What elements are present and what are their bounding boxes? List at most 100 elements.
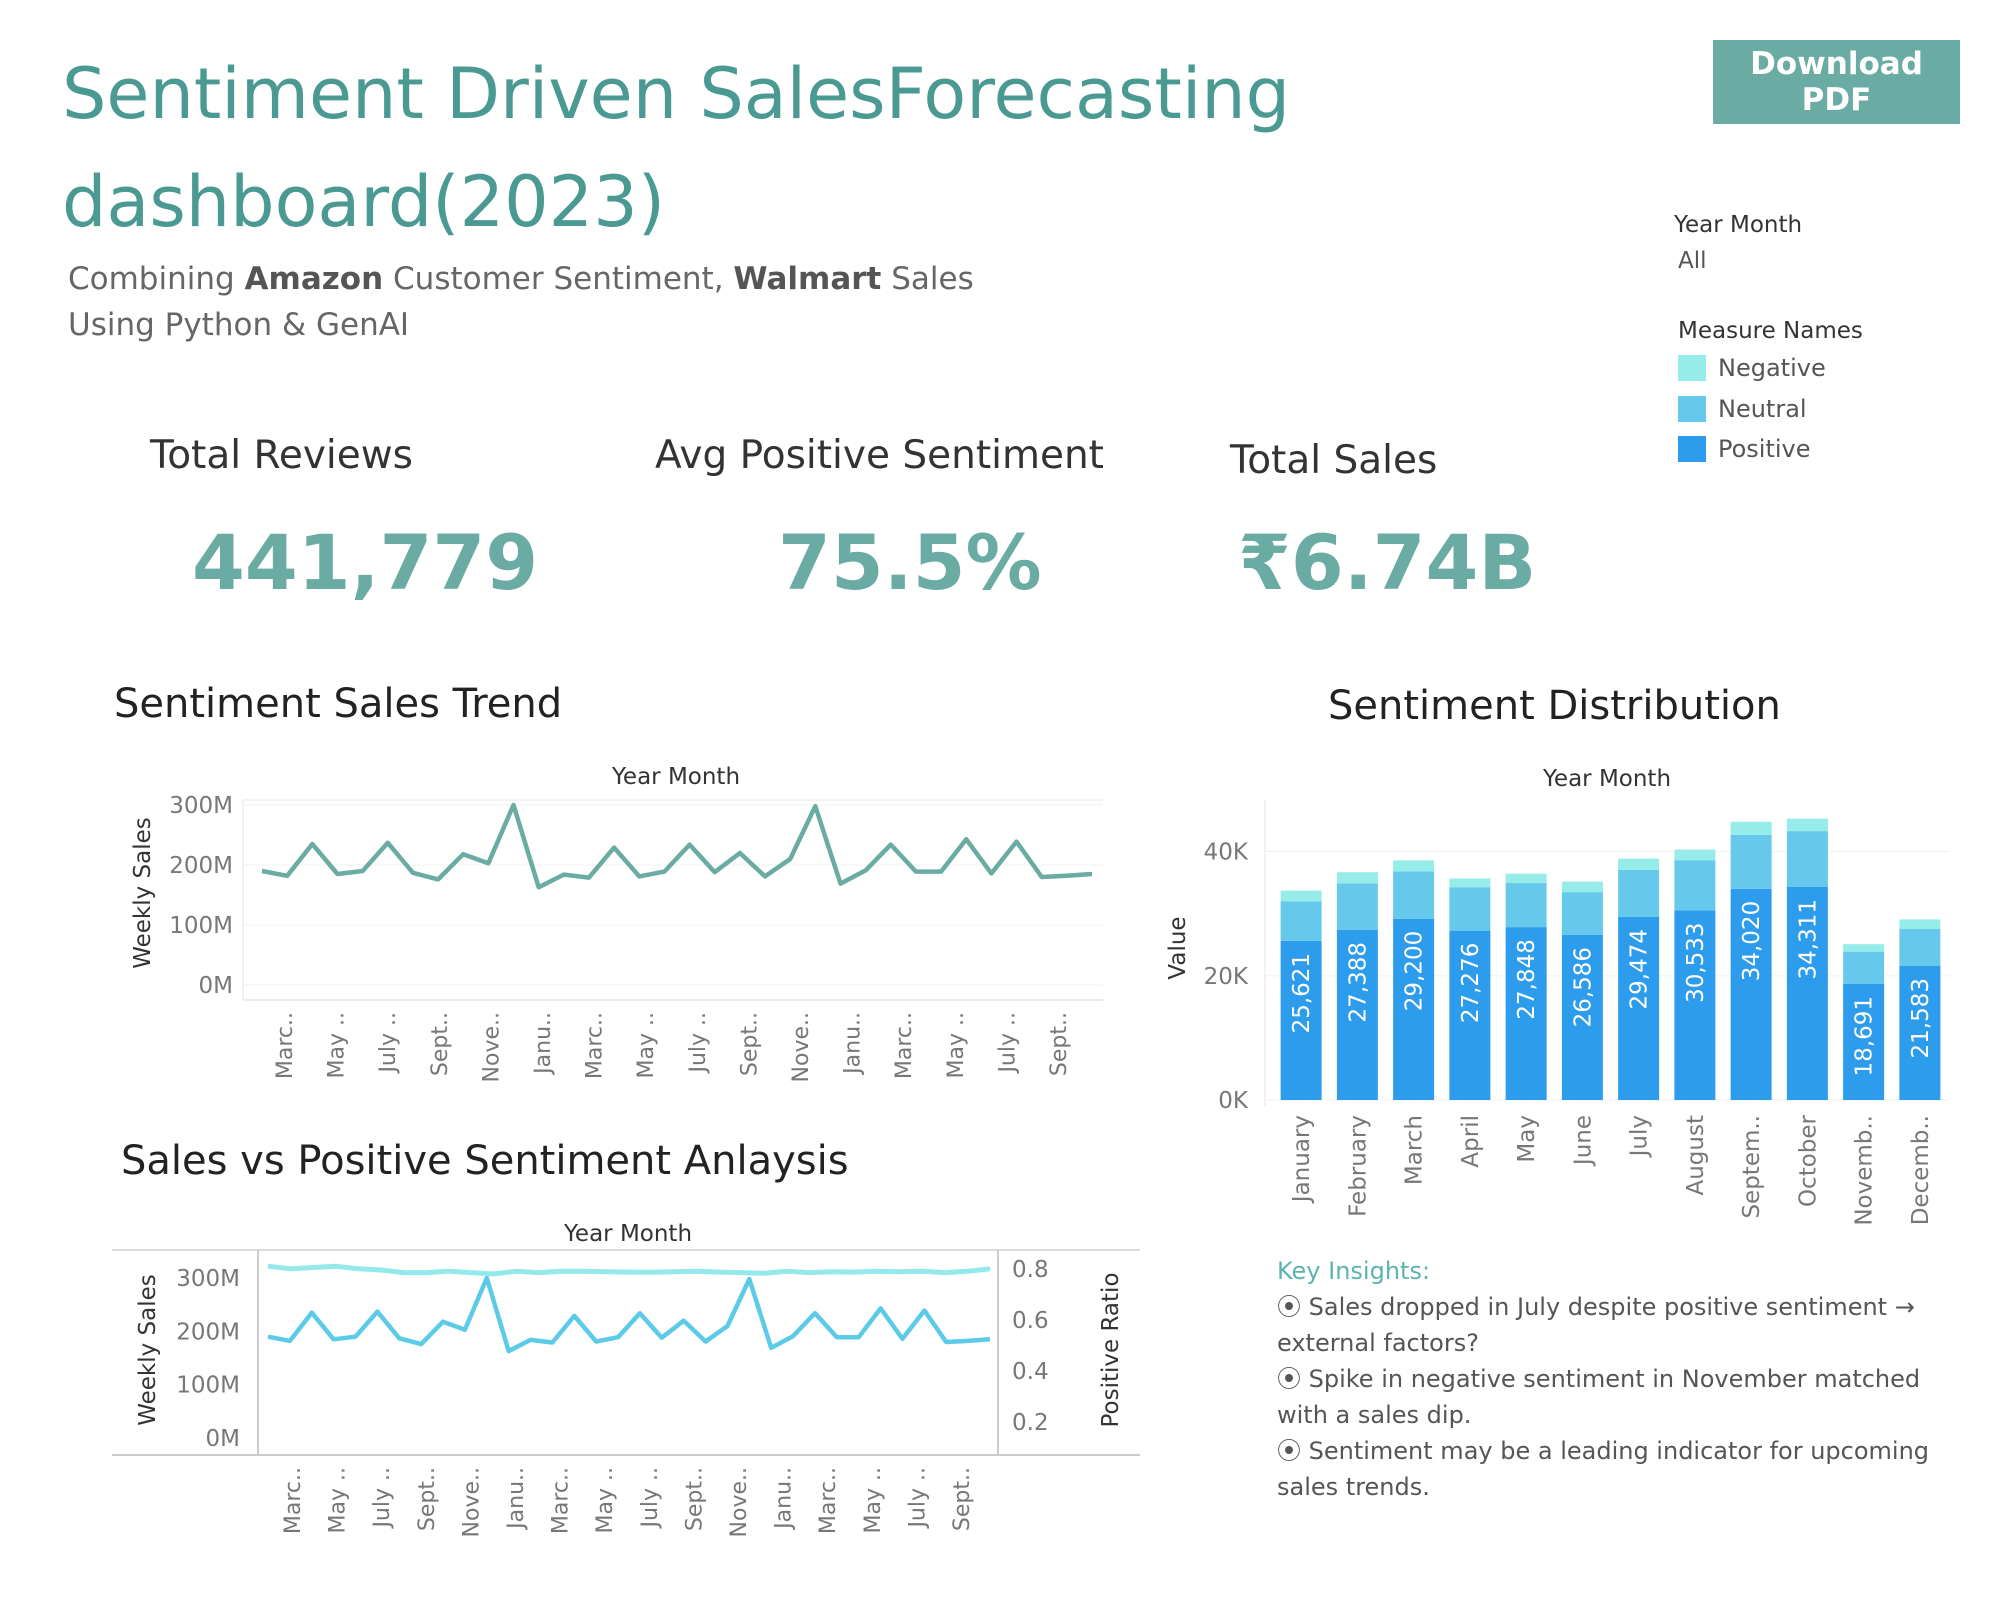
bar-segment-positive: [1843, 983, 1885, 1100]
legend-title: Measure Names: [1678, 318, 1863, 344]
x-tick-label: July: [1627, 1115, 1653, 1158]
bar-segment-negative: [1730, 821, 1772, 835]
legend-swatch: [1678, 355, 1706, 381]
sentiment-distribution-chart[interactable]: Year Month Value 0K 20K 40K 25,621 January 27,3…: [1140, 750, 1970, 1230]
year-month-filter-value[interactable]: All: [1678, 248, 1707, 274]
x-tick-label: Janu..: [841, 1012, 866, 1076]
x-tick-label: May ..: [593, 1467, 618, 1533]
bar-segment-negative: [1449, 878, 1491, 888]
sales-vs-sentiment-chart[interactable]: Year Month Weekly Sales Positive Ratio 0M 10…: [0, 1210, 1160, 1550]
y2-axis-title: Positive Ratio: [1098, 1272, 1124, 1427]
x-tick-label: Novemb..: [1852, 1115, 1878, 1226]
legend-swatch: [1678, 436, 1706, 462]
subtitle-brand-walmart: Walmart: [733, 261, 882, 297]
legend-item-negative[interactable]: Negative: [1678, 353, 1826, 383]
x-tick-label: July ..: [686, 1012, 711, 1075]
x-tick-label: April: [1458, 1115, 1484, 1168]
x-tick-label: May ..: [325, 1012, 350, 1078]
insight-item: ⦿ Sales dropped in July despite positive…: [1277, 1293, 1915, 1357]
x-tick-label: Nove..: [727, 1467, 752, 1537]
x-tick-label: May ..: [326, 1467, 351, 1533]
legend-item-positive[interactable]: Positive: [1678, 434, 1811, 464]
x-tick-label: July ..: [905, 1467, 930, 1530]
insights-title: Key Insights:: [1277, 1257, 1431, 1285]
x-tick-label: Sept..: [950, 1467, 975, 1531]
y-tick-label: 0M: [199, 973, 233, 999]
bar-segment-positive: [1336, 929, 1378, 1100]
bar-data-label: 27,388: [1345, 942, 1371, 1022]
y-tick-label: 20K: [1204, 964, 1249, 990]
x-tick-label: Decemb..: [1908, 1115, 1934, 1225]
legend-item-neutral[interactable]: Neutral: [1678, 394, 1807, 424]
insight-item: ⦿ Spike in negative sentiment in Novembe…: [1277, 1365, 1921, 1429]
page-subtitle: Combining Amazon Customer Sentiment, Wal…: [68, 256, 1058, 348]
bar-data-label: 25,621: [1289, 953, 1315, 1033]
y2-tick-label: 0.8: [1012, 1257, 1049, 1283]
x-tick-label: Sept..: [415, 1467, 440, 1531]
sales-trend-chart[interactable]: Year Month Weekly Sales 0M 100M 200M 300M Marc…: [0, 750, 1130, 1100]
sales-trend-line: [261, 802, 1093, 890]
x-tick-label: Sept..: [1047, 1012, 1072, 1076]
x-tick-label: July ..: [638, 1467, 663, 1530]
x-tick-label: Marc..: [583, 1012, 608, 1079]
x-tick-label: Sept..: [737, 1012, 762, 1076]
bar-segment-neutral: [1561, 892, 1603, 935]
x-tick-label: Marc..: [816, 1467, 841, 1534]
x-axis-title: Year Month: [611, 764, 740, 790]
bar-data-label: 34,020: [1739, 901, 1765, 981]
bar-segment-negative: [1505, 873, 1547, 884]
bar-segment-negative: [1561, 881, 1603, 893]
kpi-avg-positive-value: 75.5%: [778, 518, 1042, 607]
x-tick-label: July ..: [376, 1012, 401, 1075]
trend-section-title: Sentiment Sales Trend: [114, 681, 563, 727]
x-tick-label: July ..: [370, 1467, 395, 1530]
subtitle-part: Combining: [68, 261, 245, 297]
bar-segment-positive: [1899, 966, 1941, 1100]
bar-segment-negative: [1618, 858, 1660, 870]
bar-segment-neutral: [1618, 869, 1660, 918]
legend-label: Positive: [1718, 435, 1811, 463]
bar-segment-negative: [1674, 849, 1716, 861]
bar-data-label: 29,200: [1402, 931, 1428, 1011]
x-tick-label: Nove..: [479, 1012, 504, 1082]
x-tick-label: October: [1795, 1114, 1821, 1207]
x-tick-label: Sept..: [428, 1012, 453, 1076]
bar-segment-negative: [1899, 919, 1941, 929]
y2-tick-label: 0.6: [1012, 1308, 1049, 1334]
bar-segment-positive: [1618, 917, 1660, 1100]
bar-segment-neutral: [1843, 951, 1885, 984]
bar-segment-neutral: [1449, 887, 1491, 931]
bar-segment-positive: [1280, 940, 1322, 1100]
x-tick-label: Janu..: [531, 1012, 556, 1076]
download-pdf-button[interactable]: Download PDF: [1713, 40, 1960, 124]
x-tick-label: Nove..: [459, 1467, 484, 1537]
bar-segment-negative: [1336, 872, 1378, 884]
legend-swatch: [1678, 396, 1706, 422]
weekly-sales-line: [267, 1275, 991, 1354]
bar-segment-positive: [1449, 930, 1491, 1100]
bar-segment-positive: [1561, 934, 1603, 1100]
y-tick-label: 0K: [1218, 1088, 1249, 1114]
y2-tick-label: 0.4: [1012, 1359, 1049, 1385]
bar-segment-neutral: [1393, 871, 1435, 919]
bar-data-label: 34,311: [1795, 899, 1821, 979]
kpi-total-sales-value: ₹6.74B: [1238, 518, 1537, 607]
x-tick-label: Septem..: [1739, 1115, 1765, 1219]
y-tick-label: 200M: [169, 853, 233, 879]
bar-segment-negative: [1786, 818, 1828, 832]
bar-segment-positive: [1674, 910, 1716, 1100]
x-axis-title: Year Month: [563, 1221, 692, 1247]
distribution-section-title: Sentiment Distribution: [1328, 683, 1781, 729]
bar-segment-positive: [1730, 888, 1772, 1100]
y-axis-title: Weekly Sales: [130, 817, 156, 969]
kpi-total-reviews-label: Total Reviews: [150, 433, 413, 478]
y-tick-label: 40K: [1204, 840, 1249, 866]
x-tick-label: July ..: [995, 1012, 1020, 1075]
y-tick-label: 0M: [206, 1426, 240, 1452]
y-tick-label: 100M: [169, 913, 233, 939]
bar-data-label: 26,586: [1570, 947, 1596, 1027]
bar-data-label: 21,583: [1908, 978, 1934, 1058]
y-tick-label: 200M: [176, 1319, 240, 1345]
x-tick-label: May: [1514, 1115, 1540, 1163]
y-axis-title: Weekly Sales: [135, 1274, 161, 1426]
